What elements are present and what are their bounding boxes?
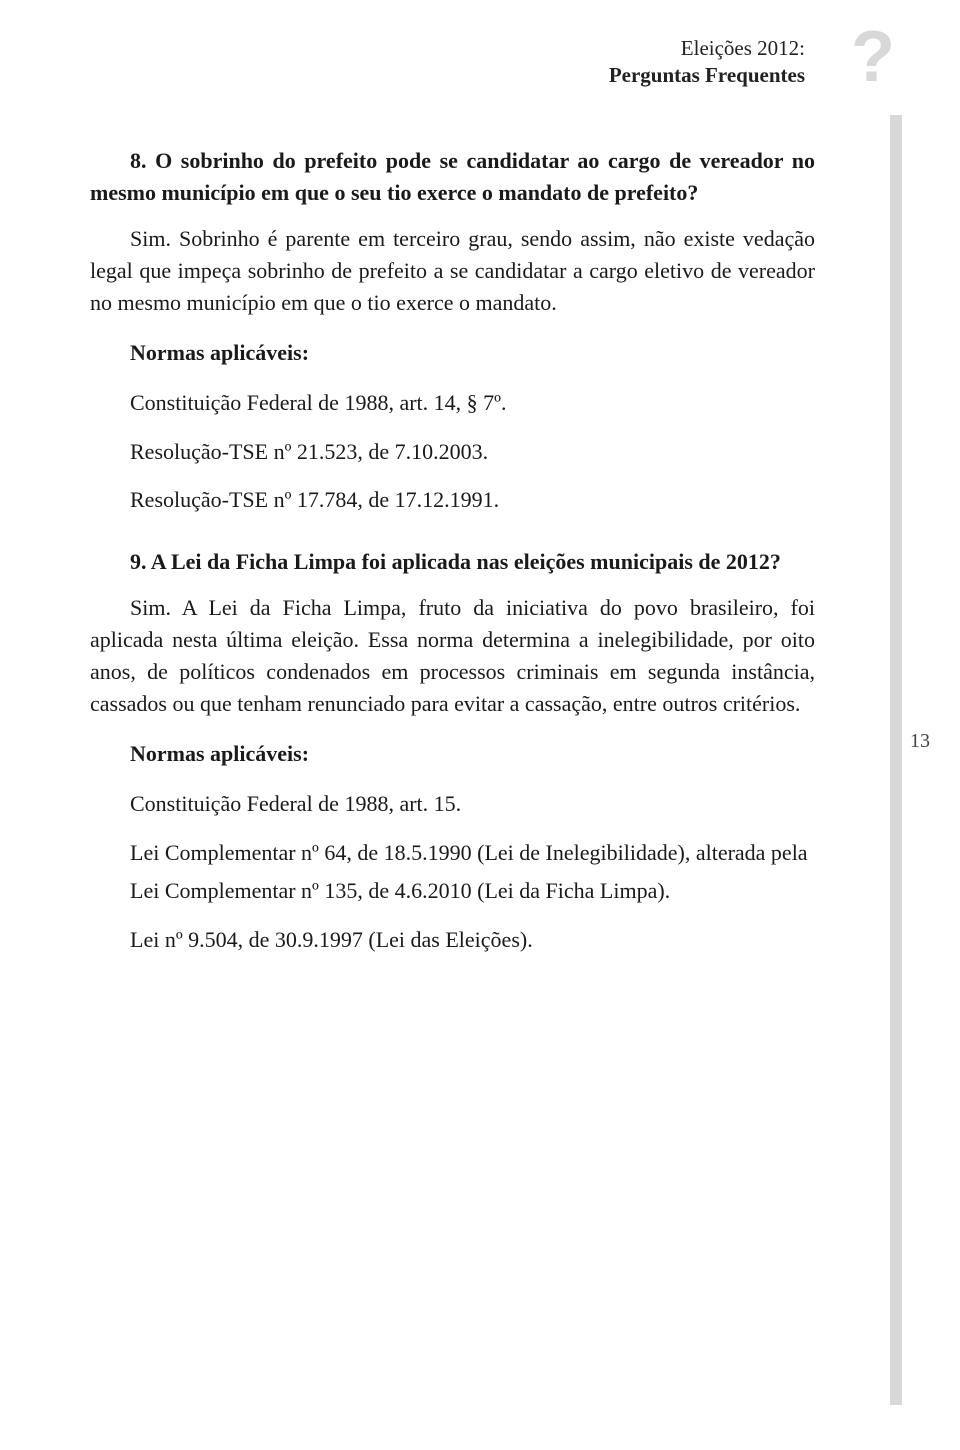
side-decorative-bar — [890, 115, 902, 1405]
answer-8-text: Sim. Sobrinho é parente em terceiro grau… — [90, 223, 815, 319]
header-title-line1: Eleições 2012: — [609, 35, 805, 62]
norma-item: Resolução-TSE nº 17.784, de 17.12.1991. — [130, 481, 815, 520]
question-9-bold: 9. A Lei da Ficha Limpa foi aplicada nas… — [130, 549, 781, 574]
question-9-block: 9. A Lei da Ficha Limpa foi aplicada nas… — [90, 546, 815, 959]
header-text-block: Eleições 2012: Perguntas Frequentes — [609, 35, 805, 90]
norma-item: Constituição Federal de 1988, art. 15. — [130, 785, 815, 824]
question-8-bold: 8. O sobrinho do prefeito pode se candid… — [90, 148, 815, 205]
normas-title-8: Normas aplicáveis: — [130, 340, 815, 366]
page-header: Eleições 2012: Perguntas Frequentes ? — [90, 35, 860, 95]
answer-9-text: Sim. A Lei da Ficha Limpa, fruto da inic… — [90, 592, 815, 720]
norma-item: Resolução-TSE nº 21.523, de 7.10.2003. — [130, 433, 815, 472]
header-title-line2: Perguntas Frequentes — [609, 62, 805, 89]
question-9-text: 9. A Lei da Ficha Limpa foi aplicada nas… — [90, 546, 815, 578]
page-content: 8. O sobrinho do prefeito pode se candid… — [90, 145, 860, 959]
normas-title-9: Normas aplicáveis: — [130, 741, 815, 767]
question-mark-icon: ? — [851, 25, 895, 90]
norma-item: Constituição Federal de 1988, art. 14, §… — [130, 384, 815, 423]
page-number: 13 — [910, 730, 930, 753]
question-8-block: 8. O sobrinho do prefeito pode se candid… — [90, 145, 815, 520]
norma-item: Lei nº 9.504, de 30.9.1997 (Lei das Elei… — [130, 921, 815, 960]
norma-item: Lei Complementar nº 64, de 18.5.1990 (Le… — [130, 834, 815, 911]
question-8-text: 8. O sobrinho do prefeito pode se candid… — [90, 145, 815, 209]
